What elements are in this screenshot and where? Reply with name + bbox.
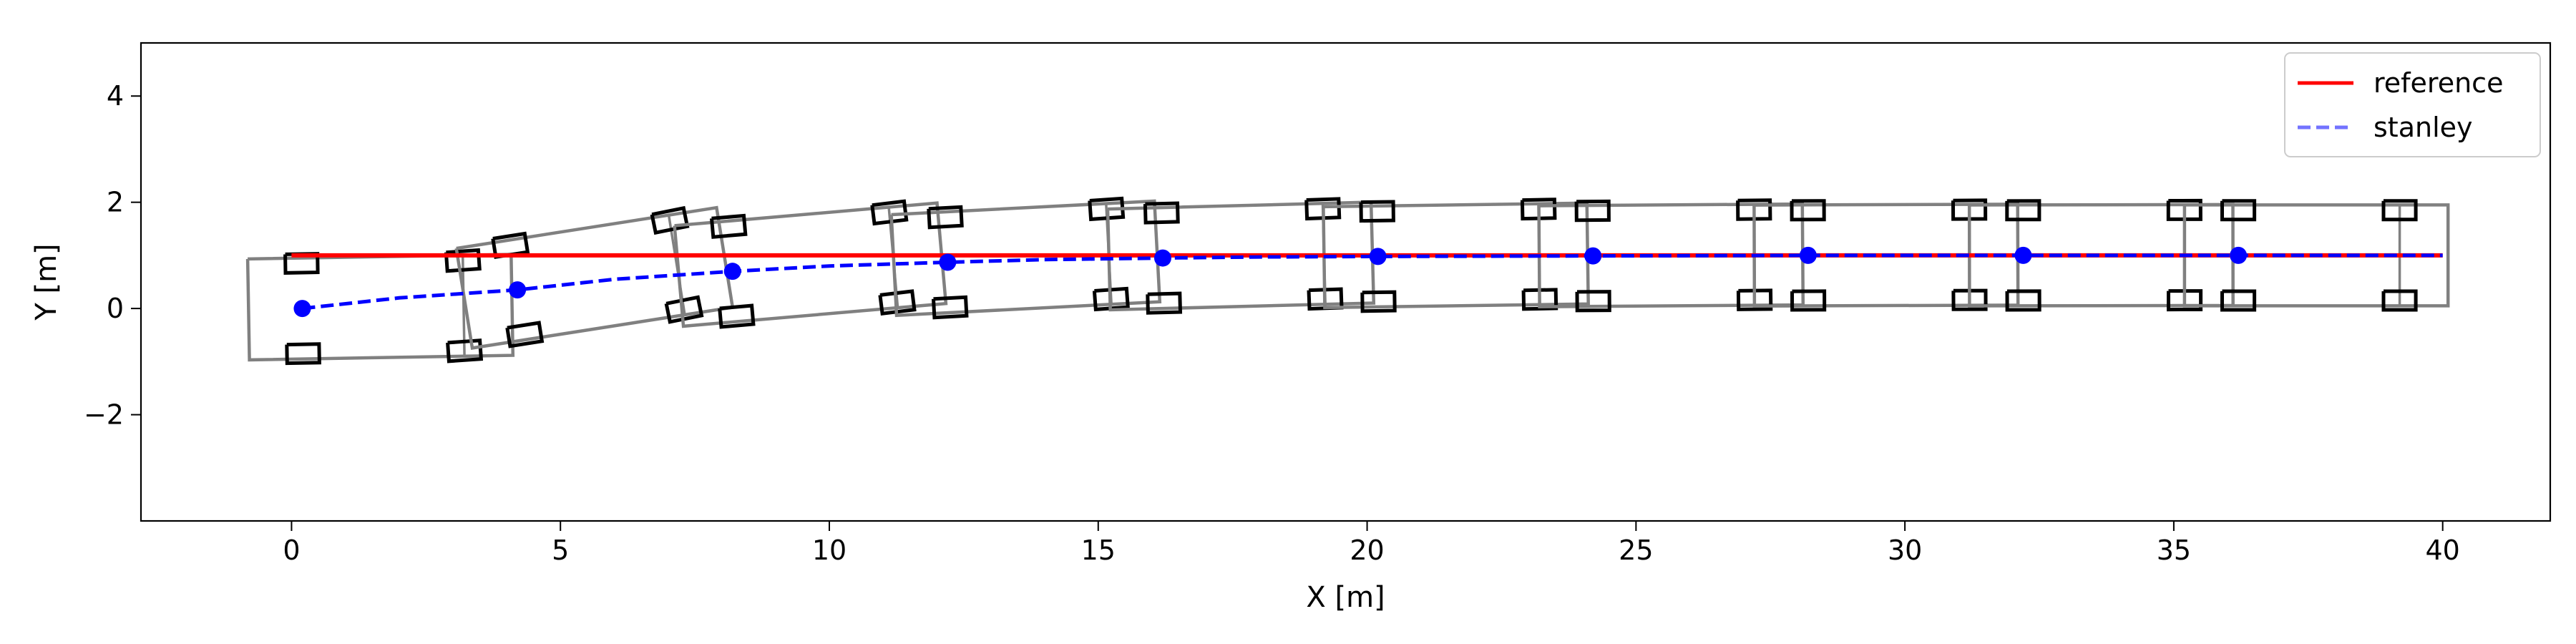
position-marker [2230, 246, 2248, 264]
y-tick-label: −2 [84, 399, 124, 431]
vehicle-body [1106, 200, 1376, 312]
vehicle-body [1322, 201, 1590, 310]
x-tick-label: 40 [2426, 535, 2460, 566]
x-tick-label: 5 [552, 535, 569, 566]
wheel [1736, 288, 1773, 311]
wheel [1951, 288, 1988, 311]
wheel [2005, 199, 2041, 222]
wheel [1790, 289, 1827, 312]
x-tick-label: 0 [283, 535, 300, 566]
wheel [2381, 199, 2418, 222]
legend: reference stanley [2284, 52, 2541, 157]
wheel [1359, 200, 1395, 223]
wheel [664, 295, 704, 324]
series-layer [291, 253, 2443, 311]
wheel [1304, 197, 1342, 221]
x-tick-label: 15 [1081, 535, 1116, 566]
wheel [1520, 197, 1557, 221]
y-tick-label: 2 [107, 187, 124, 218]
position-marker [1153, 249, 1171, 267]
position-marker [1584, 247, 1602, 265]
wheel [1575, 290, 1611, 313]
legend-label-reference: reference [2373, 67, 2503, 99]
x-axis: 0 5 10 15 20 25 30 35 40 [283, 521, 2460, 566]
wheel [1790, 199, 1826, 222]
wheel [491, 231, 530, 259]
wheel [285, 342, 321, 366]
wheel [2166, 198, 2202, 221]
wheel [1360, 290, 1397, 313]
x-tick-label: 25 [1619, 535, 1653, 566]
position-marker [293, 300, 311, 318]
wheel [1143, 201, 1180, 225]
wheel [2220, 289, 2257, 312]
vehicle-poses [245, 196, 2450, 366]
x-tick-label: 20 [1350, 535, 1384, 566]
wheel [1574, 199, 1611, 223]
wheel [446, 338, 484, 364]
vehicle-pose [889, 196, 1162, 320]
position-markers [293, 246, 2248, 318]
plot-frame [140, 42, 2552, 522]
wheel [718, 303, 756, 329]
wheel [932, 295, 969, 320]
legend-box [2284, 52, 2541, 157]
y-tick-label: 0 [107, 293, 124, 324]
wheel [1092, 286, 1130, 312]
position-marker [1369, 248, 1387, 265]
wheel [1951, 198, 1988, 221]
x-tick-label: 35 [2157, 535, 2191, 566]
wheel [444, 248, 482, 273]
vehicle-body [2182, 203, 2450, 308]
position-marker [939, 253, 957, 271]
wheel [2005, 289, 2041, 312]
position-marker [1799, 246, 1817, 264]
series-line-stanley [302, 253, 2443, 311]
wheel [1146, 291, 1183, 315]
wheel [2381, 289, 2418, 312]
y-tick-label: 4 [107, 80, 124, 112]
wheel [650, 205, 690, 235]
y-axis: −2 0 2 4 [84, 80, 141, 431]
legend-label-stanley: stanley [2373, 112, 2473, 143]
wheel [505, 321, 545, 348]
wheel [2220, 199, 2257, 222]
front-axle-line [461, 255, 466, 356]
x-tick-label: 30 [1888, 535, 1922, 566]
vehicle-pose [1752, 198, 2020, 312]
vehicle-body [889, 199, 1162, 318]
wheel [870, 199, 909, 226]
wheel [2167, 289, 2203, 312]
position-marker [723, 263, 741, 280]
wheel [1521, 288, 1558, 311]
position-marker [2014, 246, 2032, 264]
wheel [1736, 198, 1772, 221]
position-marker [509, 281, 527, 299]
x-tick-label: 10 [812, 535, 847, 566]
wheel [1088, 196, 1126, 222]
y-axis-label: Y [m] [30, 243, 63, 321]
x-axis-label: X [m] [1306, 581, 1385, 614]
vehicle-body [673, 201, 948, 328]
wheel [710, 213, 748, 239]
wheel [927, 205, 964, 230]
wheel [878, 289, 917, 316]
